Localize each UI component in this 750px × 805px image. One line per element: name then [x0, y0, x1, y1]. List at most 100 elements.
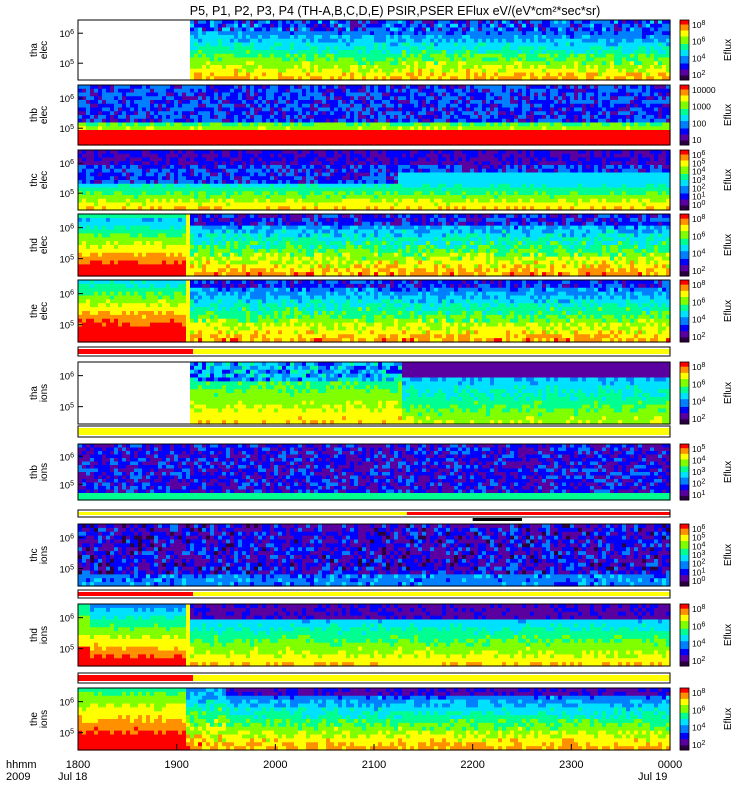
- spectrogram-cell: [534, 130, 539, 134]
- spectrogram-cell: [542, 69, 547, 73]
- spectrogram-cell: [398, 39, 403, 43]
- spectrogram-cell: [638, 85, 643, 89]
- spectrogram-cell: [78, 195, 83, 199]
- spectrogram-cell: [654, 115, 659, 119]
- spectrogram-cell: [314, 43, 319, 47]
- spectrogram-cell: [386, 100, 391, 104]
- spectrogram-cell: [462, 100, 467, 104]
- spectrogram-cell: [610, 20, 615, 24]
- spectrogram-cell: [106, 96, 111, 100]
- spectrogram-cell: [182, 176, 187, 180]
- spectrogram-cell: [614, 24, 619, 28]
- spectrogram-cell: [650, 69, 655, 73]
- spectrogram-cell: [534, 61, 539, 65]
- spectrogram-cell: [466, 24, 471, 28]
- spectrogram-cell: [110, 199, 115, 203]
- spectrogram-cell: [146, 126, 151, 130]
- spectrogram-cell: [650, 54, 655, 58]
- spectrogram-cell: [642, 73, 647, 77]
- spectrogram-cell: [222, 158, 227, 162]
- spectrogram-cell: [146, 134, 151, 138]
- spectrogram-cell: [374, 93, 379, 97]
- spectrogram-cell: [182, 89, 187, 93]
- spectrogram-cell: [622, 115, 627, 119]
- spectrogram-cell: [554, 123, 559, 127]
- spectrogram-cell: [478, 61, 483, 65]
- spectrogram-cell: [98, 119, 103, 123]
- spectrogram-cell: [502, 85, 507, 89]
- spectrogram-cell: [578, 24, 583, 28]
- spectrogram-cell: [262, 115, 267, 119]
- spectrogram-cell: [530, 20, 535, 24]
- spectrogram-cell: [610, 130, 615, 134]
- spectrogram-cell: [570, 39, 575, 43]
- spectrogram-cell: [330, 54, 335, 58]
- spectrogram-cell: [622, 65, 627, 69]
- spectrogram-cell: [610, 111, 615, 115]
- spectrogram-cell: [350, 134, 355, 138]
- spectrogram-cell: [254, 39, 259, 43]
- spectrogram-cell: [598, 108, 603, 112]
- spectrogram-cell: [330, 111, 335, 115]
- spectrogram-cell: [102, 161, 107, 165]
- spectrogram-cell: [566, 31, 571, 35]
- spectrogram-cell: [294, 123, 299, 127]
- spectrogram-cell: [238, 73, 243, 77]
- spectrogram-cell: [422, 126, 427, 130]
- spectrogram-cell: [522, 96, 527, 100]
- spectrogram-cell: [302, 65, 307, 69]
- spectrogram-cell: [570, 43, 575, 47]
- spectrogram-cell: [618, 50, 623, 54]
- spectrogram-cell: [458, 96, 463, 100]
- spectrogram-cell: [442, 126, 447, 130]
- spectrogram-cell: [106, 158, 111, 162]
- spectrogram-cell: [210, 108, 215, 112]
- spectrogram-cell: [422, 89, 427, 93]
- spectrogram-cell: [242, 65, 247, 69]
- spectrogram-cell: [346, 96, 351, 100]
- spectrogram-cell: [190, 195, 195, 199]
- spectrogram-cell: [386, 111, 391, 115]
- spectrogram-cell: [210, 85, 215, 89]
- spectrogram-cell: [578, 43, 583, 47]
- spectrogram-cell: [450, 20, 455, 24]
- spectrogram-cell: [402, 85, 407, 89]
- spectrogram-cell: [414, 65, 419, 69]
- spectrogram-cell: [334, 35, 339, 39]
- spectrogram-cell: [338, 50, 343, 54]
- spectrogram-cell: [450, 28, 455, 32]
- spectrogram-cell: [266, 46, 271, 50]
- spectrogram-cell: [178, 203, 183, 207]
- spectrogram-cell: [98, 195, 103, 199]
- spectrogram-cell: [122, 89, 127, 93]
- spectrogram-cell: [210, 188, 215, 192]
- spectrogram-cell: [402, 123, 407, 127]
- spectrogram-cell: [542, 50, 547, 54]
- spectrogram-cell: [466, 85, 471, 89]
- spectrogram-cell: [530, 50, 535, 54]
- spectrogram-cell: [374, 119, 379, 123]
- spectrogram-cell: [398, 134, 403, 138]
- spectrogram-cell: [450, 115, 455, 119]
- spectrogram-cell: [322, 100, 327, 104]
- spectrogram-cell: [562, 104, 567, 108]
- spectrogram-cell: [450, 111, 455, 115]
- spectrogram-cell: [662, 89, 667, 93]
- spectrogram-cell: [562, 138, 567, 142]
- spectrogram-cell: [226, 85, 231, 89]
- spectrogram-cell: [454, 104, 459, 108]
- spectrogram-cell: [498, 130, 503, 134]
- spectrogram-cell: [162, 150, 167, 154]
- spectrogram-cell: [214, 115, 219, 119]
- spectrogram-cell: [370, 123, 375, 127]
- spectrogram-cell: [382, 85, 387, 89]
- spectrogram-cell: [594, 28, 599, 32]
- spectrogram-cell: [294, 134, 299, 138]
- spectrogram-cell: [142, 169, 147, 173]
- spectrogram-cell: [90, 176, 95, 180]
- spectrogram-cell: [402, 115, 407, 119]
- spectrogram-cell: [342, 93, 347, 97]
- spectrogram-cell: [118, 89, 123, 93]
- spectrogram-cell: [386, 138, 391, 142]
- spectrogram-cell: [154, 176, 159, 180]
